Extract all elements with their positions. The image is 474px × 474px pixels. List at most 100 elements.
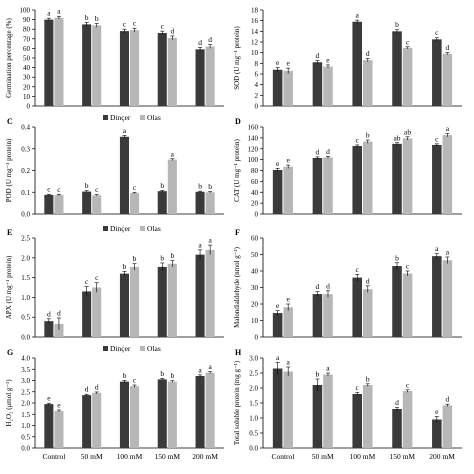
significance-letter: c [95,185,99,194]
bar-olas [167,381,177,448]
significance-letter: d [316,147,320,156]
significance-letter: c [435,134,439,143]
bar-dincer [352,277,362,337]
bar-dincer [432,256,442,337]
significance-letter: e [276,58,280,67]
panel-letter: G [7,348,13,357]
y-tick-label: 160 [248,124,259,132]
y-tick-label: 0.0 [21,334,30,342]
bar-dincer [272,69,283,106]
significance-letter: c [133,376,137,385]
y-tick-label: 1.0 [249,415,258,423]
bar-dincer [352,394,362,448]
y-tick-label: 8 [255,60,259,68]
x-tick-label: 200 mM [429,452,455,461]
panel-letter: E [7,228,12,237]
panel-letter: C [7,117,13,126]
legend-label-olas: Olas [147,344,161,353]
bar-olas [402,138,413,214]
y-tick-label: 100 [20,7,31,15]
x-tick-label: 150 mM [389,452,415,461]
x-tick-label: 50 mM [81,452,103,461]
y-tick-label: 40 [251,189,259,197]
significance-letter: a [435,244,439,253]
bar-olas [167,263,177,337]
significance-letter: b [316,370,320,379]
significance-letter: c [406,37,410,46]
significance-letter: b [198,182,202,191]
significance-letter: d [366,49,370,58]
y-axis-label: Germination percentage (%) [5,17,13,97]
significance-letter: e [326,55,330,64]
y-tick-label: 2.0 [249,385,258,393]
bar-dincer [432,39,442,107]
significance-letter: a [208,362,212,371]
significance-letter: b [366,131,370,140]
y-tick-label: 0.5 [21,314,30,322]
significance-letter: b [160,181,164,190]
y-tick-label: 0.2 [21,167,30,175]
bar-dincer [82,191,92,214]
bar-olas [402,391,413,448]
significance-letter: a [446,247,450,256]
y-tick-label: 20 [251,301,259,309]
legend-swatch-olas [140,115,145,120]
bar-dincer [352,146,362,214]
y-tick-label: 3.5 [21,366,30,374]
y-tick-label: 1.5 [249,400,258,408]
bar-dincer [119,381,129,448]
bar-olas [323,294,333,337]
y-tick-label: 100 [248,156,259,164]
x-tick-label: 50 mM [312,452,334,461]
legend-swatch-olas [140,226,145,231]
bar-dincer [157,266,167,337]
legend-swatch-olas [140,346,145,351]
bar-olas [442,135,453,214]
y-tick-label: 4 [255,81,259,89]
y-tick-label: 80 [251,167,259,175]
y-tick-label: 90 [23,16,31,24]
significance-letter: c [95,273,99,282]
significance-letter: d [316,282,320,291]
bar-olas [205,46,215,106]
y-tick-label: 20 [23,83,31,91]
bar-olas [442,405,453,448]
significance-letter: c [123,20,127,29]
bar-olas [283,371,293,448]
significance-letter: c [356,383,360,392]
y-tick-label: 10 [251,49,259,57]
y-tick-label: 0.5 [249,430,258,438]
bar-olas [167,37,177,107]
x-tick-label: 200 mM [192,452,218,461]
significance-letter: b [85,181,89,190]
significance-letter: d [446,43,450,52]
chart-panel-6: 0 10 20 30 40 50 60 Malondialdehyde (nmol g⁻¹) F… [233,228,462,342]
significance-letter: c [356,265,360,274]
y-tick-label: 50 [23,55,31,63]
significance-letter: e [287,295,291,304]
significance-letter: b [395,20,399,29]
bar-olas [442,53,453,106]
significance-letter: a [276,353,280,362]
significance-letter: a [356,11,360,20]
significance-letter: c [356,135,360,144]
bar-olas [54,17,64,106]
significance-letter: b [160,253,164,262]
legend-label-dincer: Dinçer [110,113,131,122]
bar-dincer [432,144,442,214]
bar-olas [92,195,102,214]
significance-letter: a [326,364,330,373]
bar-dincer [392,31,402,106]
y-tick-label: 0.0 [249,445,258,453]
bar-olas [92,25,102,106]
significance-letter: d [47,309,51,318]
significance-letter: e [57,400,61,409]
y-tick-label: 0.3 [21,145,30,153]
significance-letter: e [287,156,291,165]
y-tick-label: 0.5 [21,433,30,441]
bar-olas [323,157,333,214]
bar-dincer [392,409,402,448]
bar-dincer [272,313,283,337]
bar-dincer [392,143,402,214]
